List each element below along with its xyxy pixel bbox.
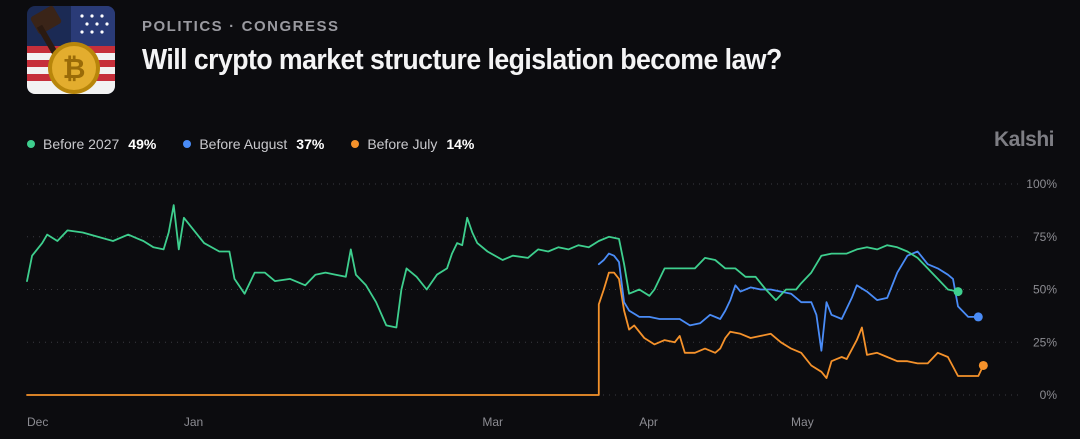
- legend-dot: [183, 140, 192, 148]
- breadcrumb: POLITICS · CONGRESS: [142, 18, 340, 35]
- legend-dot: [351, 140, 360, 148]
- x-tick-label: Apr: [639, 415, 658, 429]
- y-tick-label: 0%: [1040, 388, 1058, 402]
- legend-label: Before July: [367, 136, 438, 152]
- legend-item-before-july[interactable]: Before July 14%: [351, 136, 474, 152]
- svg-text:₿: ₿: [63, 52, 86, 85]
- series-end-point: [953, 287, 963, 297]
- legend-value: 49%: [128, 136, 157, 152]
- y-tick-label: 25%: [1033, 335, 1057, 349]
- category-label[interactable]: POLITICS: [142, 18, 224, 35]
- market-thumbnail: ₿: [27, 6, 115, 94]
- legend-dot: [27, 140, 35, 148]
- breadcrumb-separator: ·: [229, 18, 236, 35]
- y-tick-label: 50%: [1033, 283, 1057, 297]
- subcategory-label[interactable]: CONGRESS: [241, 18, 340, 35]
- legend-label: Before August: [199, 136, 288, 152]
- chart-legend: Before 2027 49% Before August 37% Before…: [27, 136, 474, 152]
- y-tick-label: 75%: [1033, 230, 1057, 244]
- page-title: Will crypto market structure legislation…: [142, 44, 782, 76]
- series-line-before-july: [26, 271, 985, 396]
- series-line-before-2027: [26, 204, 959, 329]
- series-end-point: [978, 360, 988, 370]
- legend-item-before-2027[interactable]: Before 2027 49%: [27, 136, 156, 152]
- legend-label: Before 2027: [43, 136, 120, 152]
- y-tick-label: 100%: [1026, 177, 1057, 191]
- brand-logo[interactable]: Kalshi: [993, 128, 1055, 151]
- legend-item-before-august[interactable]: Before August 37%: [183, 136, 324, 152]
- x-tick-label: May: [791, 415, 814, 429]
- x-tick-label: Dec: [27, 415, 48, 429]
- crypto-gavel-image: ₿: [27, 6, 115, 94]
- series-line-before-august: [597, 250, 980, 352]
- series-end-point: [973, 312, 983, 322]
- x-tick-label: Mar: [482, 415, 503, 429]
- x-tick-label: Jan: [184, 415, 203, 429]
- legend-value: 37%: [296, 136, 325, 152]
- legend-value: 14%: [446, 136, 475, 152]
